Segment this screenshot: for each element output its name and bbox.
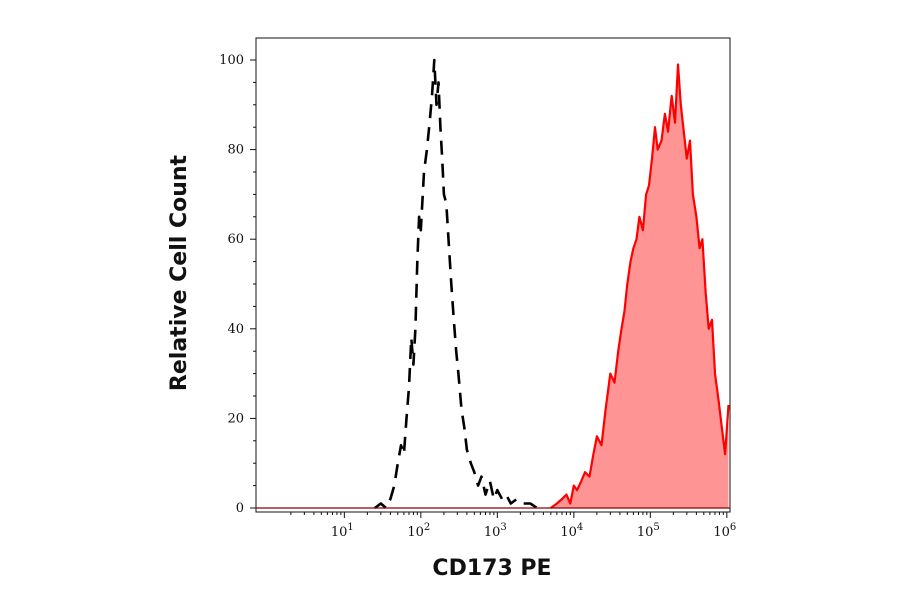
x-tick-label: 103 <box>484 522 507 540</box>
x-tick-exponent: 1 <box>347 522 353 533</box>
y-tick-label: 20 <box>227 411 244 426</box>
x-axis-title: CD173 PE <box>432 556 551 581</box>
y-tick-label: 80 <box>227 143 244 158</box>
y-tick-label: 40 <box>227 322 244 337</box>
y-axis-title: Relative Cell Count <box>167 154 192 391</box>
x-tick-label: 102 <box>407 522 430 540</box>
y-tick-label: 0 <box>236 501 244 516</box>
y-tick-label: 100 <box>219 53 244 68</box>
x-tick-label: 101 <box>331 522 354 540</box>
x-axis: 101 102 103 104 105 106 <box>290 512 736 540</box>
x-tick-exponent: 3 <box>500 522 506 533</box>
x-tick-label: 106 <box>713 522 736 540</box>
y-tick-label: 60 <box>227 232 244 247</box>
x-tick-base: 10 <box>484 525 501 540</box>
x-tick-label: 105 <box>637 522 660 540</box>
series-area-fill <box>550 64 729 508</box>
series-layer <box>256 58 730 510</box>
x-tick-base: 10 <box>560 525 577 540</box>
x-tick-exponent: 4 <box>577 522 583 533</box>
x-tick-exponent: 2 <box>424 522 430 533</box>
series-line-dashed <box>374 58 544 510</box>
series-line-filled <box>550 63 730 509</box>
x-tick-base: 10 <box>713 525 730 540</box>
x-tick-exponent: 5 <box>653 522 659 533</box>
x-tick-base: 10 <box>637 525 654 540</box>
x-tick-exponent: 6 <box>730 522 736 533</box>
x-tick-base: 10 <box>331 525 348 540</box>
plot-frame <box>255 37 731 513</box>
x-tick-label: 104 <box>560 522 583 540</box>
x-tick-base: 10 <box>407 525 424 540</box>
y-axis: 0 20 40 60 80 100 <box>219 53 256 516</box>
